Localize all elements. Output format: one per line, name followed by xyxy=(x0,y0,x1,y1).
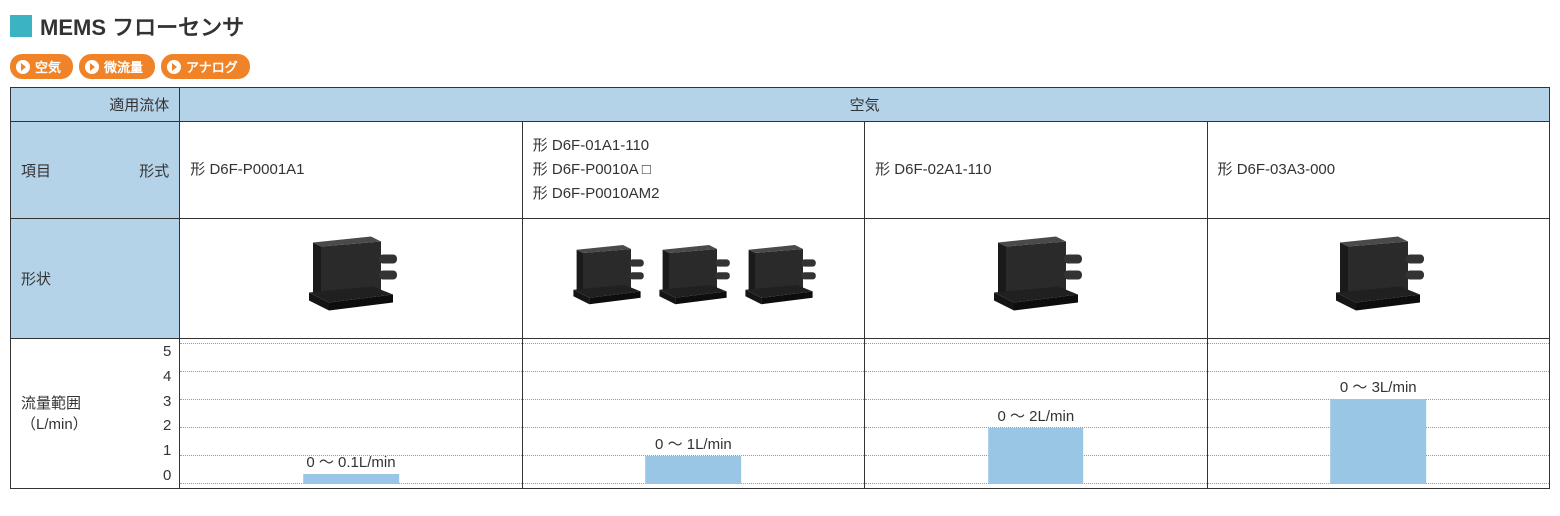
model-line: 形 D6F-P0010AM2 xyxy=(533,182,854,206)
tag-arrow-icon xyxy=(16,60,30,74)
spec-table: 適用流体 空気 項目 形式 形 D6F-P0001A1 形 D6F-01A1-1… xyxy=(10,87,1550,489)
sensor-image xyxy=(1328,234,1428,323)
model-line: 形 D6F-P0001A1 xyxy=(190,158,511,182)
item-label: 項目 xyxy=(21,160,51,181)
tag-row: 空気 微流量 アナログ xyxy=(10,54,1550,79)
sensor-icon xyxy=(986,234,1086,319)
flow-bar-label: 0 ～ 0.1L/min xyxy=(306,451,395,472)
flow-cell-0: 0 ～ 0.1L/min xyxy=(180,339,522,489)
flow-y-axis: 5 4 3 2 1 0 xyxy=(163,343,171,484)
fluid-value: 空気 xyxy=(180,88,1550,122)
bar-wrap: 0 ～ 2L/min xyxy=(865,343,1206,484)
bar-wrap: 0 ～ 1L/min xyxy=(523,343,864,484)
model-line: 形 D6F-03A3-000 xyxy=(1218,158,1539,182)
tag-label: アナログ xyxy=(186,57,238,76)
y-tick: 5 xyxy=(163,343,171,360)
sensor-group xyxy=(567,242,819,316)
flow-label-cell: 流量範囲 （L/min） 5 4 3 2 1 0 xyxy=(11,339,180,489)
model-cell-1: 形 D6F-01A1-110形 D6F-P0010A □形 D6F-P0010A… xyxy=(522,122,864,219)
sensor-icon xyxy=(567,242,647,312)
sensor-icon xyxy=(1328,234,1428,319)
model-line: 形 D6F-01A1-110 xyxy=(533,134,854,158)
bar-wrap: 0 ～ 3L/min xyxy=(1208,343,1549,484)
flow-bar xyxy=(1330,399,1426,484)
sensor-icon xyxy=(739,242,819,312)
model-cell-2: 形 D6F-02A1-110 xyxy=(865,122,1207,219)
sensor-image xyxy=(739,242,819,316)
flow-cell-1: 0 ～ 1L/min xyxy=(522,339,864,489)
tag-arrow-icon xyxy=(167,60,181,74)
shape-cell-1 xyxy=(522,219,864,339)
y-tick: 2 xyxy=(163,417,171,434)
flow-label-line2: （L/min） xyxy=(21,416,88,433)
tag-arrow-icon xyxy=(85,60,99,74)
y-tick: 3 xyxy=(163,393,171,410)
sensor-icon xyxy=(301,234,401,319)
model-cell-0: 形 D6F-P0001A1 xyxy=(180,122,522,219)
sensor-image xyxy=(986,234,1086,323)
sensor-image xyxy=(567,242,647,316)
y-tick: 0 xyxy=(163,467,171,484)
model-cell-3: 形 D6F-03A3-000 xyxy=(1207,122,1549,219)
sensor-group xyxy=(301,234,401,323)
tag: アナログ xyxy=(161,54,250,79)
row-shape: 形状 xyxy=(11,219,1550,339)
tag-label: 空気 xyxy=(35,57,61,76)
y-tick: 4 xyxy=(163,368,171,385)
header-title: MEMS フローセンサ xyxy=(40,10,244,42)
fluid-label: 適用流体 xyxy=(11,88,180,122)
section-header: MEMS フローセンサ xyxy=(10,10,1550,42)
shape-cell-0 xyxy=(180,219,522,339)
sensor-group xyxy=(986,234,1086,323)
model-line: 形 D6F-P0010A □ xyxy=(533,158,854,182)
flow-bar-label: 0 ～ 1L/min xyxy=(655,433,732,454)
flow-bar xyxy=(303,474,399,484)
shape-label: 形状 xyxy=(11,219,180,339)
flow-cell-3: 0 ～ 3L/min xyxy=(1207,339,1549,489)
sensor-group xyxy=(1328,234,1428,323)
row-model: 項目 形式 形 D6F-P0001A1 形 D6F-01A1-110形 D6F-… xyxy=(11,122,1550,219)
bar-wrap: 0 ～ 0.1L/min xyxy=(180,343,521,484)
sensor-icon xyxy=(653,242,733,312)
flow-label-line1: 流量範囲 xyxy=(21,395,81,412)
tag-label: 微流量 xyxy=(104,57,143,76)
flow-bar xyxy=(646,456,742,484)
format-label: 形式 xyxy=(139,160,169,181)
model-row-label: 項目 形式 xyxy=(11,122,180,219)
row-flow: 流量範囲 （L/min） 5 4 3 2 1 0 0 ～ 0.1L/min 0 ～ 1L/… xyxy=(11,339,1550,489)
row-fluid: 適用流体 空気 xyxy=(11,88,1550,122)
flow-bar-label: 0 ～ 3L/min xyxy=(1340,376,1417,397)
header-square-icon xyxy=(10,15,32,37)
sensor-image xyxy=(653,242,733,316)
shape-cell-3 xyxy=(1207,219,1549,339)
y-tick: 1 xyxy=(163,442,171,459)
sensor-image xyxy=(301,234,401,323)
tag: 空気 xyxy=(10,54,73,79)
flow-bar xyxy=(988,428,1084,484)
flow-label: 流量範囲 （L/min） xyxy=(21,393,88,435)
shape-cell-2 xyxy=(865,219,1207,339)
tag: 微流量 xyxy=(79,54,155,79)
model-line: 形 D6F-02A1-110 xyxy=(875,158,1196,182)
flow-cell-2: 0 ～ 2L/min xyxy=(865,339,1207,489)
flow-bar-label: 0 ～ 2L/min xyxy=(997,405,1074,426)
